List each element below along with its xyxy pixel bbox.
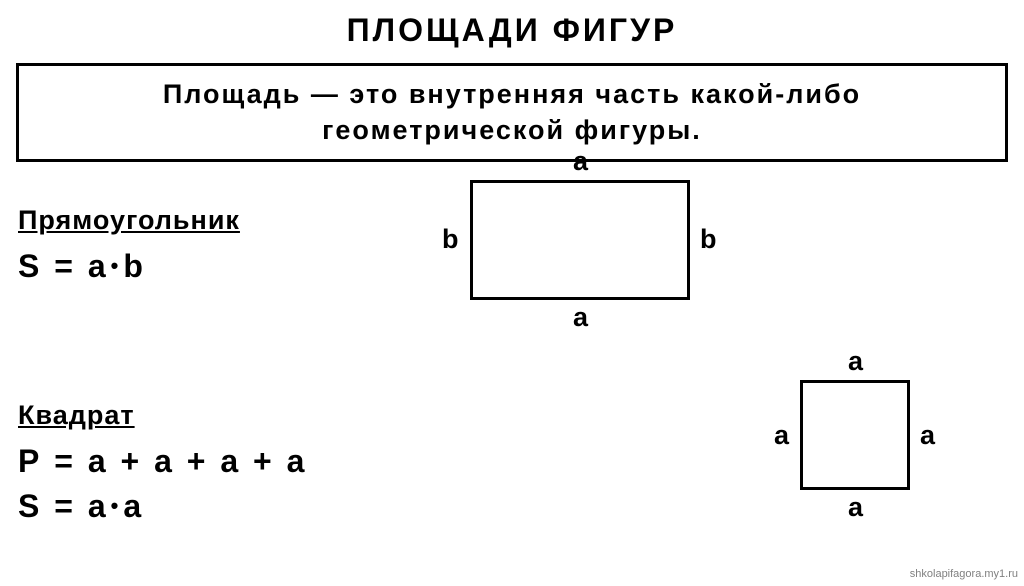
definition-box: Площадь — это внутренняя часть какой-либ… — [16, 63, 1008, 162]
rect-label-right: b — [700, 224, 718, 255]
square-diagram: a a a a — [800, 380, 910, 490]
rect-label-bottom: a — [573, 302, 589, 333]
square-shape — [800, 380, 910, 490]
rect-label-top: a — [573, 146, 589, 177]
square-section: Квадрат P = a + a + a + a S = a•a — [18, 400, 307, 529]
rectangle-formula: S = a•b — [18, 244, 240, 289]
rectangle-diagram: a b b a — [470, 180, 690, 300]
square-perimeter-formula: P = a + a + a + a — [18, 439, 307, 484]
square-label-right: a — [920, 420, 936, 451]
watermark-text: shkolapifagora.my1.ru — [910, 568, 1018, 580]
square-label-top: a — [848, 346, 864, 377]
page-title: ПЛОЩАДИ ФИГУР — [0, 0, 1024, 49]
rectangle-heading: Прямоугольник — [18, 205, 240, 236]
square-heading: Квадрат — [18, 400, 307, 431]
square-area-formula: S = a•a — [18, 484, 307, 529]
rectangle-section: Прямоугольник S = a•b — [18, 205, 240, 289]
square-label-bottom: a — [848, 492, 864, 523]
rect-label-left: b — [442, 224, 460, 255]
square-label-left: a — [774, 420, 790, 451]
rectangle-shape — [470, 180, 690, 300]
